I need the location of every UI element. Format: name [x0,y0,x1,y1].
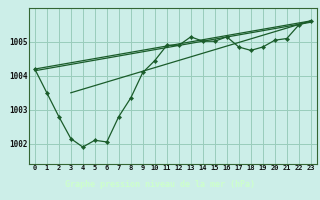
Text: Graphe pression niveau de la mer (hPa): Graphe pression niveau de la mer (hPa) [65,180,255,189]
